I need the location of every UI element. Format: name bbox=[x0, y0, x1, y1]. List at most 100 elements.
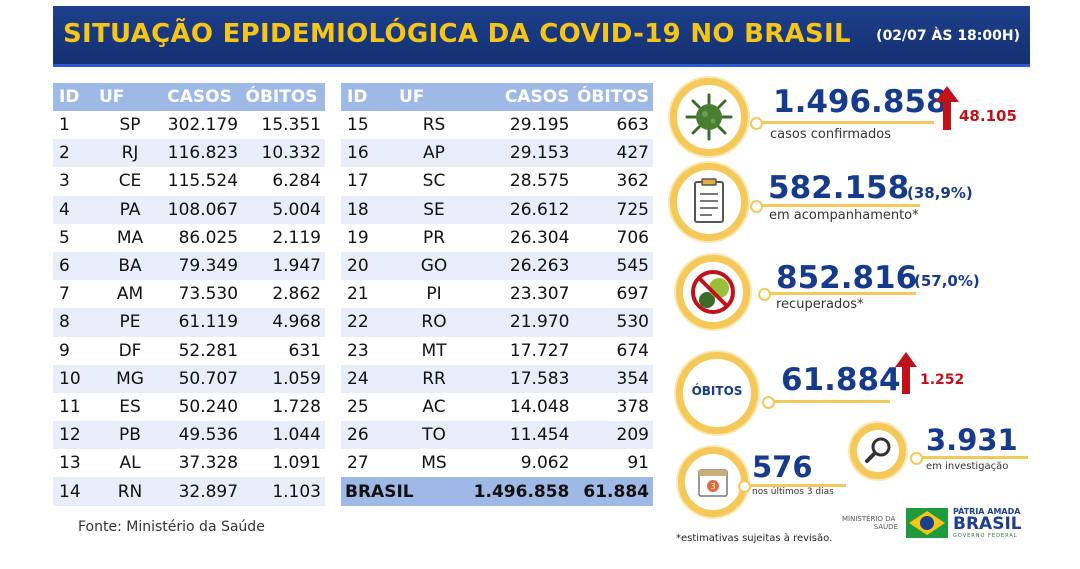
cell-id: 1 bbox=[59, 115, 70, 136]
total-casos: 1.496.858 bbox=[469, 477, 574, 506]
last3days-label: nos últimos 3 dias bbox=[752, 487, 834, 497]
magnifier-icon bbox=[865, 437, 891, 463]
cell-casos: 108.067 bbox=[161, 195, 243, 224]
table-row: 13 AL 37.328 1.091 bbox=[53, 449, 325, 477]
govt-logo: PÁTRIA AMADA BRASIL GOVERNO FEDERAL bbox=[953, 507, 1022, 539]
table-row: 3 CE 115.524 6.284 bbox=[53, 167, 325, 195]
cell-casos: 50.240 bbox=[178, 396, 239, 417]
cell-id: 12 bbox=[53, 421, 99, 450]
cell-uf: RO bbox=[399, 308, 469, 337]
cell-obitos: 530 bbox=[573, 308, 653, 337]
revision-note: *estimativas sujeitas à revisão. bbox=[676, 533, 833, 544]
cell-obitos: 631 bbox=[288, 340, 321, 361]
cell-casos: 32.897 bbox=[161, 477, 243, 506]
patria-text: PÁTRIA AMADA bbox=[953, 507, 1021, 516]
table-row: 24 RR 17.583 354 bbox=[341, 364, 653, 393]
cell-id: 4 bbox=[53, 195, 99, 224]
cell-id: 10 bbox=[53, 364, 99, 393]
cell-casos: 73.530 bbox=[178, 284, 239, 305]
last3days-value: 576 bbox=[752, 450, 813, 484]
arrow-up-icon bbox=[935, 86, 959, 130]
cell-casos: 302.179 bbox=[167, 115, 239, 136]
connector-dot bbox=[762, 396, 775, 409]
cell-id: 24 bbox=[341, 364, 399, 393]
cell-uf: AM bbox=[116, 284, 144, 305]
cell-id: 16 bbox=[341, 139, 399, 168]
cell-id: 19 bbox=[347, 227, 369, 248]
cell-id: 3 bbox=[59, 171, 70, 192]
cell-casos: 9.062 bbox=[520, 453, 570, 474]
cell-casos: 49.536 bbox=[161, 421, 243, 450]
table-row: 27 MS 9.062 91 bbox=[341, 449, 653, 477]
investigation-value: 3.931 bbox=[926, 423, 1018, 457]
cell-uf: CE bbox=[118, 171, 142, 192]
cell-id: 8 bbox=[53, 308, 99, 337]
cell-obitos: 1.059 bbox=[242, 364, 325, 393]
brasil-text: BRASIL bbox=[953, 514, 1022, 534]
cell-obitos: 91 bbox=[627, 453, 649, 474]
cell-uf: RJ bbox=[99, 139, 161, 168]
recovered-value: 852.816 bbox=[776, 260, 918, 296]
cell-obitos: 706 bbox=[616, 227, 649, 248]
calendar-icon-circle: 3 bbox=[678, 447, 748, 517]
cell-id: 6 bbox=[53, 251, 99, 281]
deaths-badge-circle: ÓBITOS bbox=[676, 352, 758, 434]
cell-uf: PI bbox=[426, 284, 442, 305]
table-row: 25 AC 14.048 378 bbox=[341, 393, 653, 421]
cell-id: 9 bbox=[59, 340, 70, 361]
cell-casos: 29.153 bbox=[469, 139, 574, 168]
ministry-logo: MINISTÉRIO DA SAÚDE bbox=[842, 515, 898, 531]
cell-casos: 26.304 bbox=[509, 227, 570, 248]
connector-line bbox=[758, 121, 934, 124]
table-row: 15 RS 29.195 663 bbox=[341, 111, 653, 139]
cell-uf: ES bbox=[119, 396, 141, 417]
col-casos: CASOS bbox=[161, 83, 243, 111]
cell-uf: PR bbox=[422, 227, 446, 248]
cell-casos: 17.583 bbox=[469, 364, 574, 393]
connector-dot bbox=[758, 288, 771, 301]
table-header-row: ID UF CASOS ÓBITOS bbox=[341, 83, 653, 111]
cell-casos: 61.119 bbox=[161, 308, 243, 337]
table-row: 10 MG 50.707 1.059 bbox=[53, 364, 325, 393]
table-row: 11 ES 50.240 1.728 bbox=[53, 393, 325, 421]
cell-uf: RS bbox=[422, 115, 446, 136]
virus-icon-circle bbox=[670, 78, 748, 156]
cell-casos: 26.263 bbox=[469, 251, 574, 281]
connector-line bbox=[746, 484, 846, 487]
cell-obitos: 6.284 bbox=[272, 171, 321, 192]
table-row: 4 PA 108.067 5.004 bbox=[53, 195, 325, 224]
monitoring-pct: (38,9%) bbox=[907, 184, 973, 202]
cell-id: 27 bbox=[347, 453, 369, 474]
table-row: 17 SC 28.575 362 bbox=[341, 167, 653, 195]
cell-obitos: 378 bbox=[616, 396, 649, 417]
cell-obitos: 1.103 bbox=[242, 477, 325, 506]
cell-casos: 17.727 bbox=[509, 340, 570, 361]
recovered-pct: (57,0%) bbox=[914, 272, 980, 290]
cell-obitos: 674 bbox=[616, 340, 649, 361]
monitoring-label: em acompanhamento* bbox=[769, 208, 919, 223]
table-row: 2 RJ 116.823 10.332 bbox=[53, 139, 325, 168]
table-row: 22 RO 21.970 530 bbox=[341, 308, 653, 337]
cell-obitos: 5.004 bbox=[242, 195, 325, 224]
source-text: Fonte: Ministério da Saúde bbox=[78, 519, 265, 535]
table-row: 1 SP 302.179 15.351 bbox=[53, 111, 325, 139]
cell-uf: PE bbox=[99, 308, 161, 337]
cell-id: 26 bbox=[341, 421, 399, 450]
report-date: (02/07 ÀS 18:00H) bbox=[876, 28, 1020, 44]
cell-casos: 28.575 bbox=[509, 171, 570, 192]
states-table-right: ID UF CASOS ÓBITOS 15 RS 29.195 663 16 AP 29.1… bbox=[341, 83, 653, 506]
deaths-badge: ÓBITOS bbox=[691, 384, 743, 398]
cell-id: 18 bbox=[341, 195, 399, 224]
col-uf: UF bbox=[99, 83, 161, 111]
cell-uf: BA bbox=[99, 251, 161, 281]
no-virus-icon bbox=[691, 270, 735, 314]
cell-id: 7 bbox=[59, 284, 70, 305]
confirmed-value: 1.496.858 bbox=[773, 84, 948, 120]
cell-id: 21 bbox=[347, 284, 369, 305]
cell-obitos: 1.728 bbox=[272, 396, 321, 417]
cell-obitos: 725 bbox=[573, 195, 653, 224]
cell-casos: 26.612 bbox=[469, 195, 574, 224]
ministry-line1: MINISTÉRIO DA bbox=[842, 515, 896, 523]
cell-obitos: 362 bbox=[616, 171, 649, 192]
table-row: 9 DF 52.281 631 bbox=[53, 337, 325, 365]
